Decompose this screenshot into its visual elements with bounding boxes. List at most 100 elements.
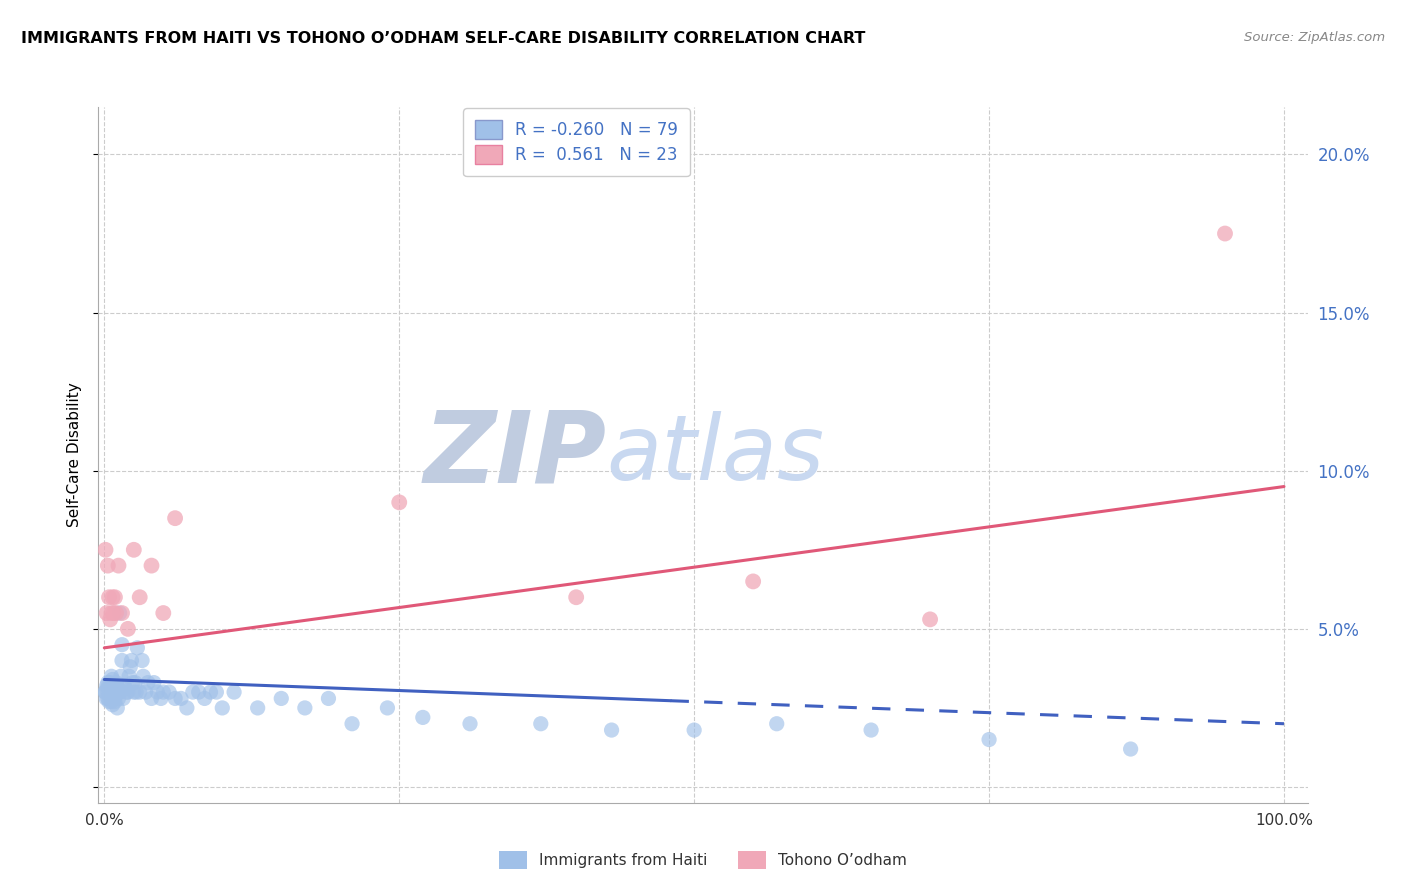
Point [105, 606, 128, 620]
Point [458, 716, 481, 731]
Point [97, 691, 120, 706]
Point [101, 673, 124, 687]
Point [98, 681, 121, 696]
Point [122, 542, 145, 557]
Point [194, 691, 217, 706]
Point [117, 685, 139, 699]
Point [165, 511, 187, 525]
Point [165, 691, 187, 706]
Point [107, 691, 129, 706]
Point [412, 710, 434, 724]
Text: atlas: atlas [606, 411, 824, 499]
Point [205, 685, 228, 699]
Point [920, 612, 942, 626]
Point [170, 691, 193, 706]
Point [600, 723, 623, 737]
Point [100, 606, 122, 620]
Point [97, 675, 120, 690]
Point [142, 675, 165, 690]
Point [105, 688, 128, 702]
Point [152, 606, 174, 620]
Point [377, 701, 399, 715]
Point [132, 669, 155, 683]
Point [117, 622, 139, 636]
Point [128, 591, 150, 605]
Point [98, 612, 121, 626]
Point [860, 723, 883, 737]
Point [135, 685, 157, 699]
Point [112, 679, 135, 693]
Point [101, 591, 124, 605]
Point [294, 701, 316, 715]
Point [131, 653, 153, 667]
Point [122, 685, 145, 699]
Point [120, 660, 142, 674]
Point [94, 685, 117, 699]
Point [565, 591, 588, 605]
Point [120, 653, 142, 667]
Point [125, 685, 148, 699]
Point [105, 675, 128, 690]
Point [246, 701, 269, 715]
Point [270, 691, 292, 706]
Point [94, 685, 117, 699]
Point [94, 542, 117, 557]
Point [94, 691, 117, 706]
Point [96, 679, 118, 693]
Point [96, 681, 118, 696]
Point [124, 675, 146, 690]
Legend: Immigrants from Haiti, Tohono O’odham: Immigrants from Haiti, Tohono O’odham [494, 846, 912, 875]
Point [340, 716, 363, 731]
Point [105, 679, 128, 693]
Point [108, 606, 131, 620]
Point [115, 685, 138, 699]
Point [152, 685, 174, 699]
Point [318, 691, 340, 706]
Point [111, 638, 134, 652]
Point [100, 669, 122, 683]
Point [388, 495, 411, 509]
Point [108, 685, 131, 699]
Point [100, 695, 122, 709]
Point [96, 606, 118, 620]
Point [103, 606, 125, 620]
Point [98, 591, 121, 605]
Point [141, 691, 163, 706]
Point [107, 681, 129, 696]
Point [181, 685, 204, 699]
Point [683, 723, 706, 737]
Point [103, 691, 125, 706]
Text: Source: ZipAtlas.com: Source: ZipAtlas.com [1244, 31, 1385, 45]
Point [187, 685, 209, 699]
Point [149, 691, 172, 706]
Point [101, 698, 124, 712]
Point [141, 558, 163, 573]
Point [114, 681, 136, 696]
Point [222, 685, 245, 699]
Point [98, 688, 121, 702]
Point [111, 606, 134, 620]
Point [977, 732, 1000, 747]
Point [157, 685, 180, 699]
Point [742, 574, 765, 589]
Point [98, 675, 121, 690]
Point [98, 695, 121, 709]
Point [105, 701, 128, 715]
Point [121, 675, 143, 690]
Point [765, 716, 787, 731]
Point [176, 701, 198, 715]
Point [103, 685, 125, 699]
Point [128, 685, 150, 699]
Point [97, 558, 120, 573]
Point [1213, 227, 1236, 241]
Point [136, 675, 159, 690]
Point [1119, 742, 1142, 756]
Point [104, 681, 127, 696]
Point [530, 716, 553, 731]
Text: ZIP: ZIP [423, 407, 606, 503]
Point [127, 640, 149, 655]
Text: IMMIGRANTS FROM HAITI VS TOHONO O’ODHAM SELF-CARE DISABILITY CORRELATION CHART: IMMIGRANTS FROM HAITI VS TOHONO O’ODHAM … [21, 31, 866, 46]
Point [107, 558, 129, 573]
Y-axis label: Self-Care Disability: Self-Care Disability [67, 383, 83, 527]
Point [104, 591, 127, 605]
